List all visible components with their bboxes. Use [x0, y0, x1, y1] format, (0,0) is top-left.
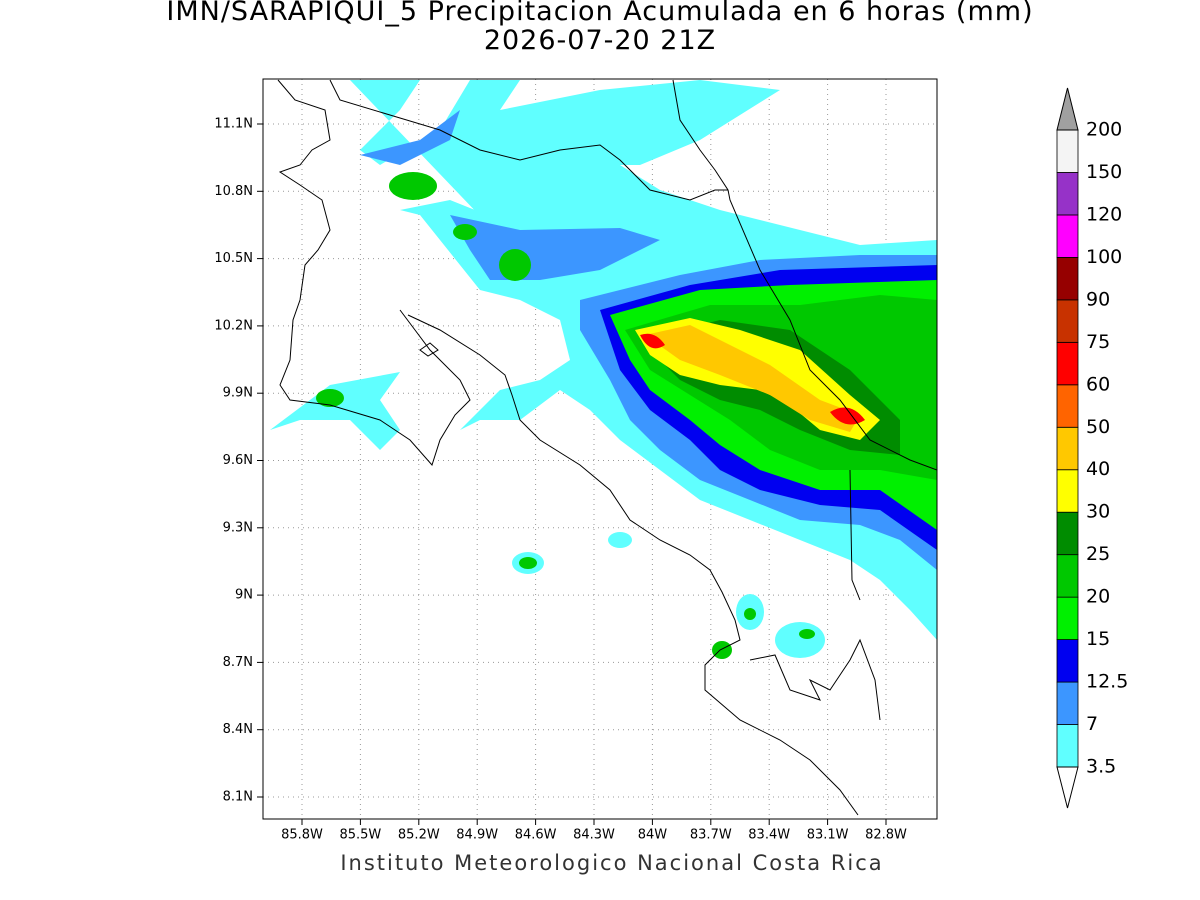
colorbar-label: 90	[1086, 288, 1110, 310]
colorbar-bin	[1056, 469, 1079, 513]
colorbar-bin	[1056, 554, 1079, 598]
colorbar-label: 50	[1086, 416, 1110, 438]
precip-area	[640, 333, 865, 425]
x-tick-label: 84.6W	[515, 828, 557, 843]
colorbar-label: 40	[1086, 458, 1110, 480]
colorbar-bin	[1056, 596, 1079, 641]
colorbar-bin	[1056, 511, 1079, 556]
colorbar-bin	[1056, 724, 1079, 768]
x-tick-label: 85.2W	[398, 828, 440, 843]
colorbar-bin	[1056, 129, 1079, 173]
precip-area	[453, 224, 477, 240]
x-tick-label: 84W	[638, 828, 668, 843]
colorbar-label: 25	[1086, 543, 1110, 565]
colorbar-bin	[1056, 384, 1079, 428]
precip-area	[775, 622, 825, 658]
precip-area	[744, 608, 756, 620]
colorbar-bin	[1056, 256, 1079, 301]
precip-area	[608, 532, 632, 548]
colorbar-label: 20	[1086, 586, 1110, 608]
y-tick-label: 9.3N	[223, 520, 253, 535]
y-tick-label: 9.6N	[223, 453, 253, 468]
coastline	[749, 638, 881, 721]
y-tick-label: 11.1N	[214, 117, 253, 132]
colorbar-bin	[1056, 681, 1079, 725]
colorbar: 3.5 7 12.5 15 20 25 30 40 50 60 75 90 100 120 150 200	[1056, 87, 1128, 809]
y-tick-label: 8.1N	[223, 790, 253, 805]
colorbar-bin	[1056, 299, 1079, 343]
colorbar-label: 75	[1086, 331, 1110, 353]
x-tick-label: 84.3W	[573, 828, 615, 843]
subtitle: 2026-07-20 21Z	[484, 25, 716, 56]
precip-area	[519, 557, 537, 569]
y-tick-label: 9N	[235, 588, 253, 603]
colorbar-bin	[1056, 172, 1079, 216]
precipitation-field	[270, 79, 937, 816]
precip-area	[270, 372, 400, 450]
colorbar-label: 7	[1086, 713, 1098, 735]
precip-area	[316, 389, 344, 407]
precip-area	[712, 641, 732, 659]
x-tick-label: 83.4W	[748, 828, 790, 843]
x-tick-label: 82.8W	[865, 828, 907, 843]
colorbar-label: 150	[1086, 161, 1122, 183]
colorbar-label: 120	[1086, 203, 1122, 225]
coastline	[277, 79, 859, 816]
x-tick-label: 85.8W	[281, 828, 323, 843]
y-tick-label: 9.9N	[223, 386, 253, 401]
colorbar-bin	[1056, 214, 1079, 258]
y-tick-label: 10.5N	[214, 251, 253, 266]
map-frame	[262, 78, 938, 820]
colorbar-bin	[1056, 426, 1079, 471]
precip-area	[645, 325, 860, 432]
colorbar-label: 3.5	[1086, 756, 1116, 778]
colorbar-label: 15	[1086, 628, 1110, 650]
precip-area	[499, 249, 531, 281]
colorbar-label: 30	[1086, 501, 1110, 523]
y-tick-label: 10.2N	[214, 318, 253, 333]
x-tick-label: 83.7W	[690, 828, 732, 843]
island	[419, 342, 439, 357]
colorbar-bin	[1056, 639, 1079, 683]
x-tick-label: 84.9W	[456, 828, 498, 843]
colorbar-label: 200	[1086, 119, 1122, 141]
coastline	[672, 79, 937, 471]
precip-area	[389, 172, 437, 200]
y-tick-label: 10.8N	[214, 184, 253, 199]
colorbar-bin	[1056, 341, 1079, 386]
x-tick-label: 83.1W	[807, 828, 849, 843]
x-tick-label: 85.5W	[339, 828, 381, 843]
colorbar-label: 60	[1086, 373, 1110, 395]
colorbar-label: 12.5	[1086, 671, 1128, 693]
precip-area	[360, 110, 460, 165]
title: IMN/SARAPIQUI_5 Precipitacion Acumulada …	[166, 0, 1033, 27]
y-tick-label: 8.7N	[223, 655, 253, 670]
colorbar-over	[1056, 87, 1079, 131]
colorbar-label: 100	[1086, 246, 1122, 268]
border	[329, 79, 728, 201]
y-tick-label: 8.4N	[223, 722, 253, 737]
precip-area	[799, 629, 815, 639]
border	[849, 469, 861, 601]
footer: Instituto Meteorologico Nacional Costa R…	[340, 851, 883, 875]
colorbar-under	[1056, 766, 1079, 809]
